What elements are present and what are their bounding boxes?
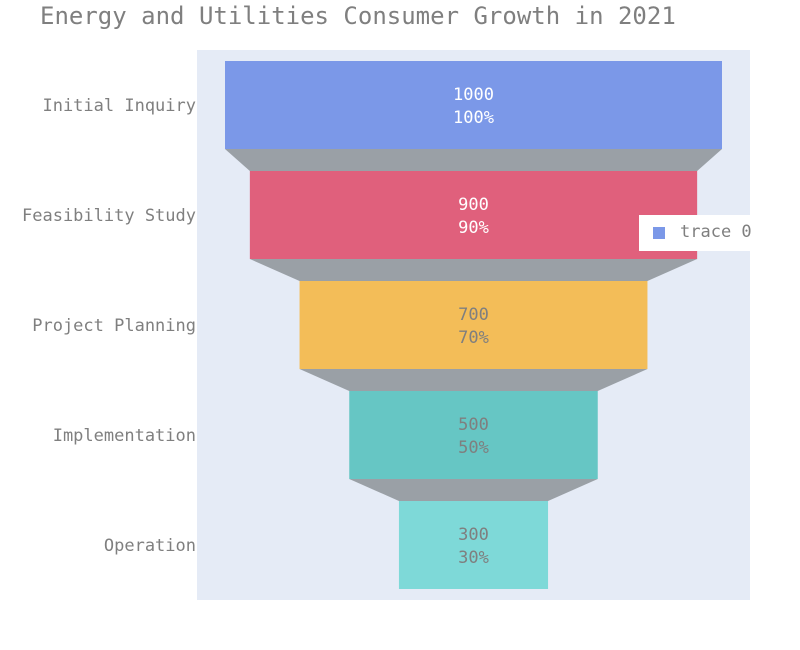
bar-value-label: 900 [458,195,489,215]
legend[interactable]: trace 0 [639,215,752,251]
funnel-bars [225,61,722,589]
funnel-bar[interactable] [398,501,549,589]
chart-title: Energy and Utilities Consumer Growth in … [40,2,676,30]
funnel-connectors [225,149,722,501]
category-label: Implementation [53,426,196,446]
bar-value-label: 1000 [453,85,494,105]
bar-percent-label: 70% [458,328,489,348]
bar-percent-label: 90% [458,218,489,238]
bar-percent-label: 100% [453,108,494,128]
funnel-connector [349,479,598,501]
funnel-bar[interactable] [349,391,598,479]
bar-percent-label: 30% [458,548,489,568]
legend-label-trace-0[interactable]: trace 0 [680,222,752,242]
legend-swatch [653,227,665,239]
bar-value-label: 300 [458,525,489,545]
funnel-connector [249,259,698,281]
category-label: Operation [104,536,196,556]
bar-percent-label: 50% [458,438,489,458]
category-label: Initial Inquiry [42,96,196,116]
category-label: Feasibility Study [22,206,196,226]
category-label: Project Planning [32,316,196,336]
category-labels: Initial Inquiry Feasibility Study Project … [22,96,196,556]
funnel-connector [225,149,722,171]
funnel-bar[interactable] [299,281,648,369]
funnel-bar[interactable] [249,171,698,259]
bar-value-label: 700 [458,305,489,325]
bar-value-label: 500 [458,415,489,435]
funnel-bar-labels: 1000 100% 900 90% 700 70% 500 50% 300 30% [453,85,494,568]
funnel-bar[interactable] [225,61,722,149]
funnel-connector [299,369,648,391]
